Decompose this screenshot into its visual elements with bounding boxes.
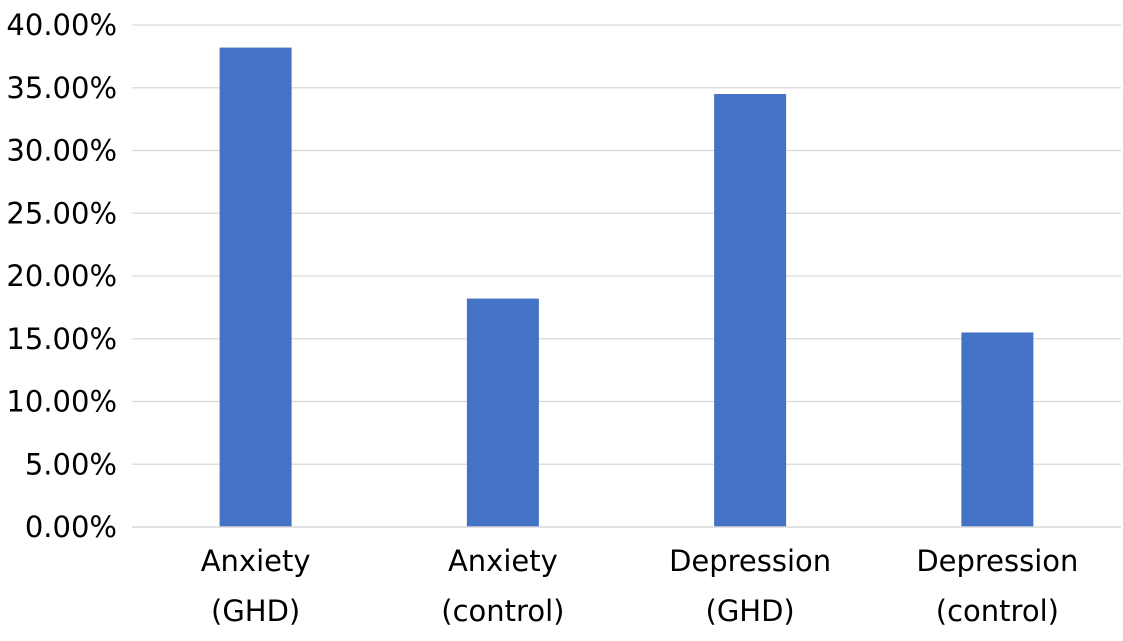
x-category-label: (control) xyxy=(936,594,1059,628)
y-tick-label: 20.00% xyxy=(6,259,117,293)
y-tick-label: 35.00% xyxy=(6,71,117,105)
y-axis-tick-labels: 0.00% 5.00% 10.00% 15.00% 20.00% 25.00% 30.00%… xyxy=(6,8,117,544)
y-tick-label: 10.00% xyxy=(6,385,117,419)
x-category-label: Depression xyxy=(916,544,1078,578)
bar xyxy=(219,47,292,528)
bar xyxy=(466,298,539,527)
y-tick-label: 40.00% xyxy=(6,8,117,42)
x-category-label: Anxiety xyxy=(201,544,311,578)
y-tick-label: 25.00% xyxy=(6,196,117,230)
y-tick-label: 30.00% xyxy=(6,134,117,168)
x-axis-category-labels: Anxiety (GHD) Anxiety (control) Depression (G… xyxy=(201,544,1079,628)
bars xyxy=(219,47,1034,528)
x-category-label: (GHD) xyxy=(706,594,795,628)
x-category-label: Depression xyxy=(669,544,831,578)
y-tick-label: 0.00% xyxy=(25,510,117,544)
x-category-label: (control) xyxy=(441,594,564,628)
y-tick-label: 15.00% xyxy=(6,322,117,356)
y-tick-label: 5.00% xyxy=(25,447,117,481)
x-category-label: Anxiety xyxy=(448,544,558,578)
bar xyxy=(714,94,787,528)
bar xyxy=(961,332,1034,527)
x-category-label: (GHD) xyxy=(211,594,300,628)
gridlines xyxy=(132,24,1121,465)
